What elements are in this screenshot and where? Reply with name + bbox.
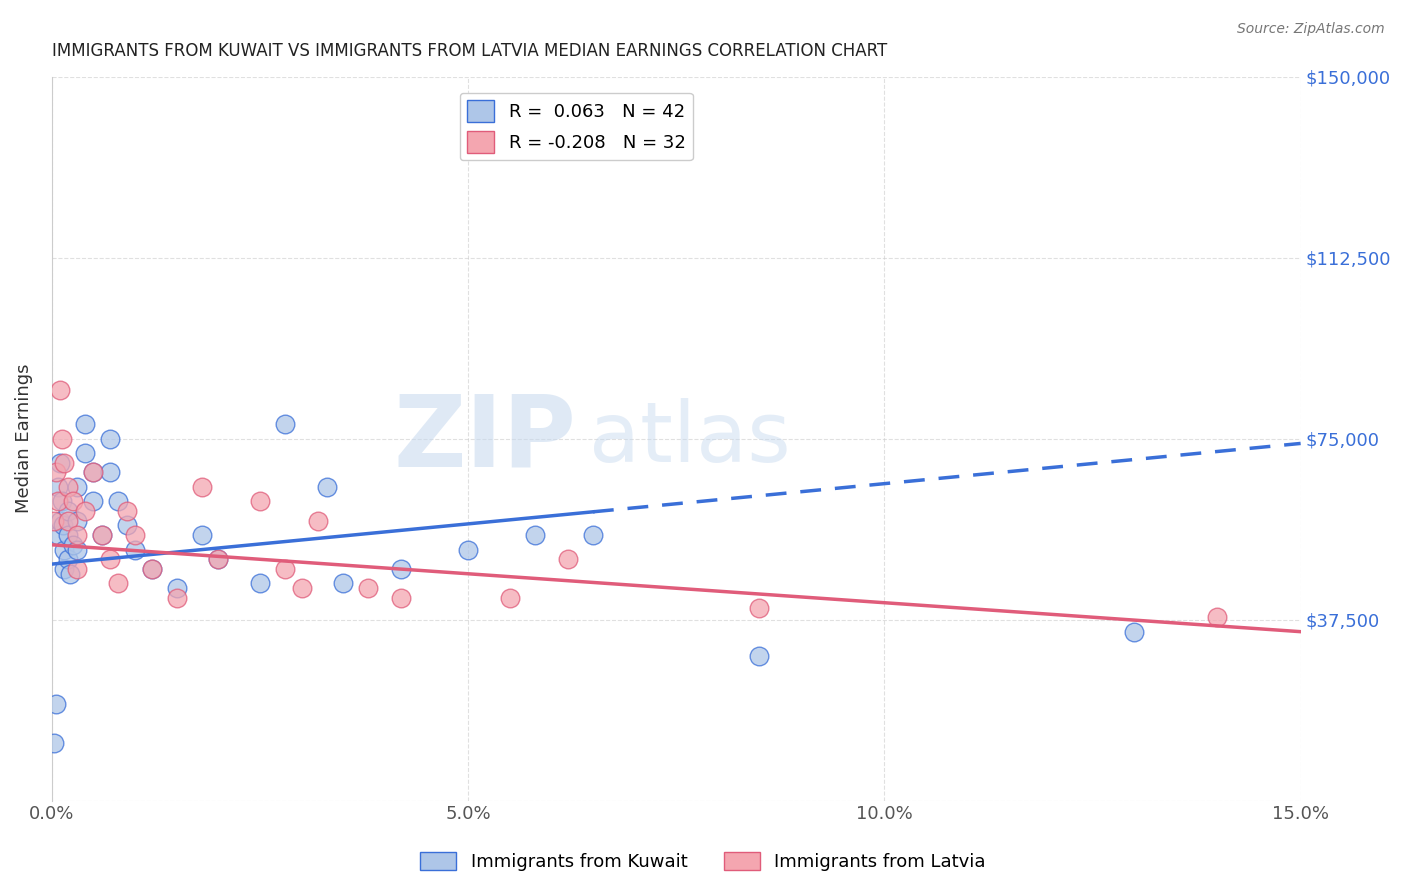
Point (66, 514, 89, 528)
Point (46, 528, 69, 542)
Point (62, 494, 84, 508)
Point (82, 466, 104, 480)
Point (51, 494, 73, 508)
Point (124, 542, 146, 557)
Point (58, 480, 80, 494)
Point (274, 562, 297, 576)
Point (90, 528, 112, 542)
Point (45, 466, 67, 480)
Text: Source: ZipAtlas.com: Source: ZipAtlas.com (1237, 22, 1385, 37)
Point (207, 552, 229, 566)
Point (59, 566, 82, 581)
Point (499, 591, 522, 605)
Point (53, 542, 76, 557)
Point (58, 504, 80, 518)
Point (357, 581, 380, 595)
Point (166, 591, 188, 605)
Point (307, 514, 329, 528)
Point (115, 518, 138, 533)
Point (98, 552, 121, 566)
Point (190, 528, 212, 542)
Point (90, 528, 112, 542)
Legend: Immigrants from Kuwait, Immigrants from Latvia: Immigrants from Kuwait, Immigrants from … (413, 845, 993, 879)
Point (62, 538, 84, 552)
Point (457, 542, 479, 557)
Point (1206, 610, 1229, 624)
Point (52, 518, 75, 533)
Point (748, 600, 770, 615)
Point (107, 494, 129, 508)
Point (66, 542, 89, 557)
Point (98, 466, 121, 480)
Point (58, 528, 80, 542)
Point (141, 562, 163, 576)
Point (73, 417, 96, 431)
Point (53, 456, 76, 470)
Point (391, 562, 413, 576)
Point (748, 648, 770, 663)
Point (82, 466, 104, 480)
Point (58, 552, 80, 566)
Text: atlas: atlas (589, 398, 790, 479)
Point (98, 432, 121, 446)
Point (249, 494, 271, 508)
Point (48, 494, 70, 508)
Point (290, 581, 312, 595)
Point (1123, 624, 1146, 639)
Point (523, 528, 546, 542)
Point (582, 528, 605, 542)
Point (82, 494, 104, 508)
Point (58, 514, 80, 528)
Point (249, 576, 271, 591)
Point (332, 576, 354, 591)
Point (49, 384, 72, 398)
Point (45, 697, 67, 711)
Point (49, 514, 72, 528)
Point (66, 562, 89, 576)
Y-axis label: Median Earnings: Median Earnings (15, 364, 32, 514)
Point (51, 432, 73, 446)
Point (66, 480, 89, 494)
Point (124, 528, 146, 542)
Point (115, 504, 138, 518)
Point (49, 456, 72, 470)
Point (207, 552, 229, 566)
Point (107, 576, 129, 591)
Point (190, 480, 212, 494)
Point (48, 480, 70, 494)
Text: IMMIGRANTS FROM KUWAIT VS IMMIGRANTS FROM LATVIA MEDIAN EARNINGS CORRELATION CHA: IMMIGRANTS FROM KUWAIT VS IMMIGRANTS FRO… (52, 42, 887, 60)
Point (53, 562, 76, 576)
Point (557, 552, 579, 566)
Point (274, 417, 297, 431)
Point (166, 581, 188, 595)
Text: ZIP: ZIP (394, 390, 576, 487)
Point (391, 591, 413, 605)
Point (73, 504, 96, 518)
Point (73, 446, 96, 460)
Point (141, 562, 163, 576)
Point (66, 528, 89, 542)
Point (44, 514, 66, 528)
Point (44, 736, 66, 750)
Point (315, 480, 337, 494)
Legend: R =  0.063   N = 42, R = -0.208   N = 32: R = 0.063 N = 42, R = -0.208 N = 32 (460, 93, 693, 161)
